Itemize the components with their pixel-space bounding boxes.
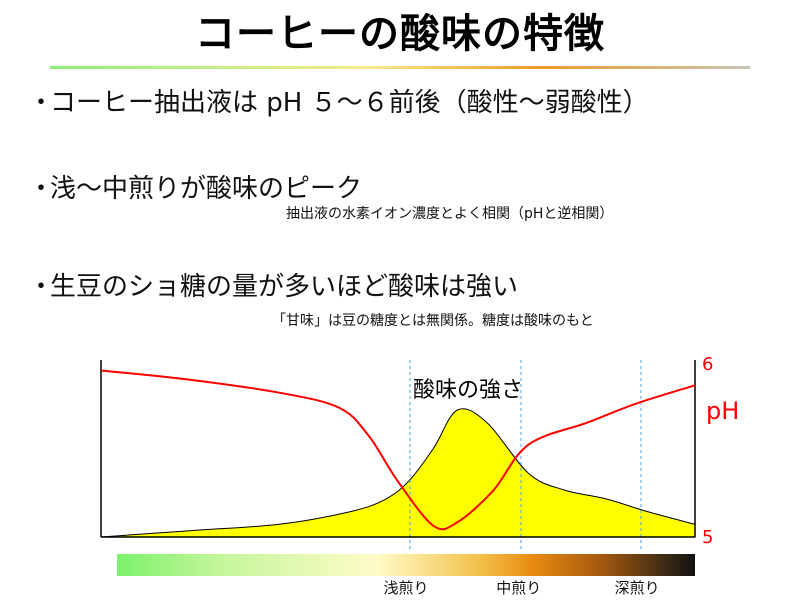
slide-title: コーヒーの酸味の特徴 [195, 11, 605, 57]
acidity-area [100, 408, 696, 538]
note-sweetness: 「甘味」は豆の糖度とは無関係。糖度は酸味のもと [272, 313, 594, 329]
bullet-roast-peak: ・浅〜中煎りが酸味のピーク [28, 172, 362, 206]
bullet-text: 浅〜中煎りが酸味のピーク [50, 174, 363, 204]
ph-axis-label: pH [706, 397, 739, 425]
ph-tick-5: 5 [702, 527, 713, 548]
bullet-marker: ・ [28, 272, 55, 302]
bullet-marker: ・ [28, 174, 55, 204]
roast-label-dark: 深煎り [614, 579, 660, 597]
bullet-marker: ・ [28, 88, 55, 118]
roast-color-scale [117, 554, 695, 576]
bullet-sucrose: ・生豆のショ糖の量が多いほど酸味は強い [28, 270, 518, 304]
bullet-ph: ・コーヒー抽出液は pH ５〜６前後（酸性〜弱酸性） [28, 86, 649, 120]
roast-label-medium: 中煎り [496, 579, 542, 597]
ph-line [100, 369, 696, 531]
bullet-text: コーヒー抽出液は pH ５〜６前後（酸性〜弱酸性） [50, 88, 649, 118]
title-underline [50, 66, 750, 69]
roast-label-light: 浅煎り [383, 579, 429, 597]
note-hydrogen-ion: 抽出液の水素イオン濃度とよく相関（pHと逆相関） [286, 206, 614, 222]
bullet-text: 生豆のショ糖の量が多いほど酸味は強い [50, 272, 519, 302]
acidity-ph-chart: 酸味の強さ 6 5 pH [0, 340, 800, 600]
chart-canvas: 酸味の強さ 6 5 pH [100, 354, 739, 550]
ph-tick-6: 6 [702, 354, 713, 375]
acidity-annotation: 酸味の強さ [413, 378, 523, 403]
